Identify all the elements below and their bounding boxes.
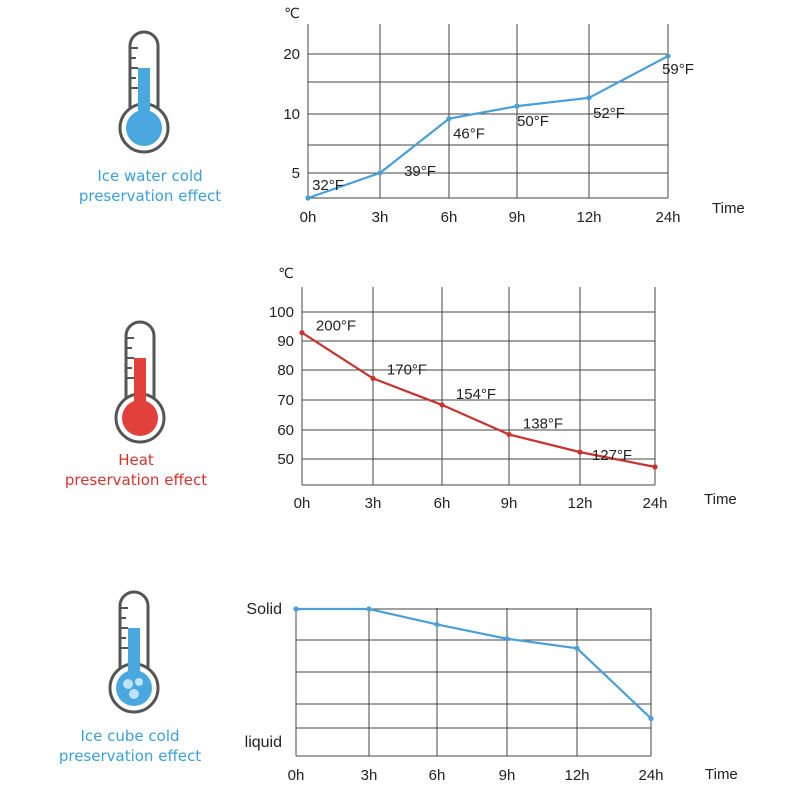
caption-line-2: preservation effect [58,747,202,765]
heat-panel: Heat preservation effect 100 90 80 70 60 50 0h… [46,265,737,512]
data-label: 32°F [312,177,344,194]
data-point [504,636,510,642]
ice-cube-caption: Ice cube cold preservation effect [40,726,220,766]
x-tick-label: 6h [434,495,451,512]
y-tick-label: Solid [246,601,282,618]
ice-water-chart: 20 10 5 0h 3h 6h 9h 12h 24h ℃ Time 32°F 39°F 46°F 50°F… [283,5,745,226]
ice-water-caption: Ice water cold preservation effect [60,166,240,206]
y-unit-label: ℃ [284,5,300,21]
data-label: 52°F [593,105,625,122]
data-label: 46°F [453,126,485,143]
caption-line-1: Ice water cold [97,167,203,185]
data-point [446,116,452,122]
x-tick-label: 6h [429,767,446,784]
data-point [665,53,671,59]
data-point [434,621,440,628]
x-tick-label: 0h [294,495,311,512]
caption-line-2: preservation effect [64,471,208,489]
x-tick-label: 3h [372,209,389,226]
heat-thermometer-icon [114,320,166,444]
data-point [574,645,580,651]
y-tick-label: 5 [292,165,300,182]
data-point [439,402,445,408]
data-point [652,464,658,470]
caption-line-1: Ice cube cold [80,727,180,745]
ice-cube-thermometer-icon [108,590,160,714]
data-label: 50°F [517,113,549,130]
ice-water-thermometer-icon [118,30,170,154]
y-tick-label: 60 [277,422,294,439]
x-tick-label: 3h [361,767,378,784]
x-tick-label: 0h [300,209,317,226]
data-point [293,606,299,612]
data-point [377,170,383,176]
data-point [370,375,376,381]
caption-line-1: Heat [118,451,154,469]
series-line [307,55,669,200]
x-axis-title: Time [705,766,738,783]
x-tick-label: 3h [365,495,382,512]
x-tick-label: 12h [564,767,589,784]
y-unit-label: ℃ [278,265,294,281]
y-tick-label: 10 [283,106,300,123]
data-point [305,195,311,201]
data-label: 39°F [404,163,436,180]
data-label: 59°F [662,61,694,78]
x-tick-label: 24h [655,209,680,226]
heat-caption: Heat preservation effect [46,450,226,490]
y-tick-label: 80 [277,362,294,379]
data-point [514,103,520,109]
series-line [296,607,652,720]
x-tick-label: 12h [576,209,601,226]
data-label: 170°F [387,361,427,378]
data-label: 138°F [523,415,563,432]
caption-line-2: preservation effect [78,187,222,205]
x-tick-label: 0h [288,767,305,784]
data-label: 127°F [592,447,632,464]
x-tick-label: 9h [499,767,516,784]
x-axis-title: Time [712,200,745,217]
y-tick-label: 100 [269,304,294,321]
x-tick-label: 9h [509,209,526,226]
x-tick-label: 6h [441,209,458,226]
x-tick-label: 12h [567,495,592,512]
data-point [366,606,372,612]
x-tick-label: 24h [642,495,667,512]
x-tick-label: 24h [638,767,663,784]
data-label: 154°F [456,386,496,403]
data-label: 200°F [316,318,356,335]
y-tick-label: 90 [277,333,294,350]
y-tick-label: 70 [277,392,294,409]
ice-water-panel: Ice water cold preservation effect 20 10 5… [0,0,800,260]
data-point [648,715,654,722]
data-point [577,449,583,455]
series-line [301,331,656,468]
x-axis-title: Time [704,491,737,508]
x-tick-label: 9h [501,495,518,512]
heat-chart: 100 90 80 70 60 50 0h 3h 6h 9h 12h 24h ℃ Time 200°F 170… [269,265,737,512]
data-point [586,95,592,101]
data-point [299,330,305,336]
data-point [506,431,512,438]
y-tick-label: liquid [245,734,282,751]
y-tick-label: 50 [277,451,294,468]
y-tick-label: 20 [283,46,300,63]
